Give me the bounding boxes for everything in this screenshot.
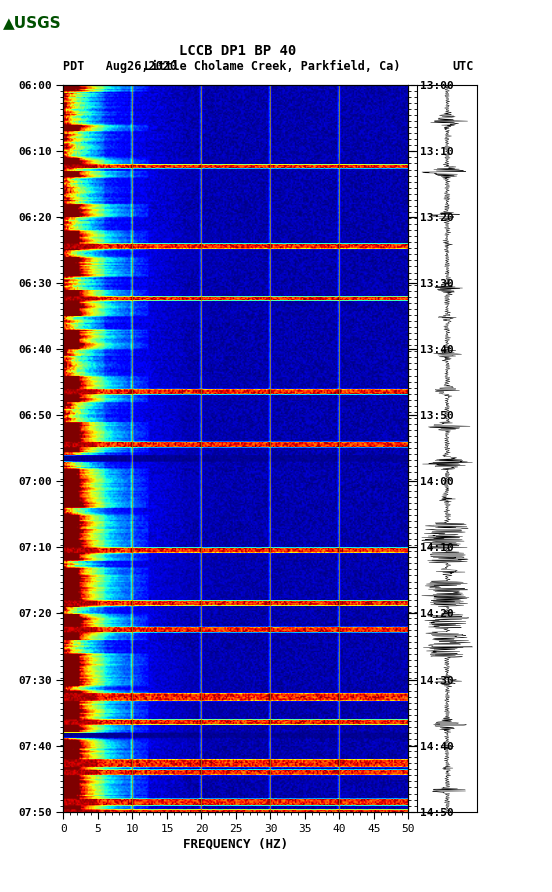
Text: ▲USGS: ▲USGS xyxy=(3,15,61,29)
Text: PDT   Aug26,2020: PDT Aug26,2020 xyxy=(63,60,178,73)
Text: LCCB DP1 BP 40: LCCB DP1 BP 40 xyxy=(179,44,296,58)
X-axis label: FREQUENCY (HZ): FREQUENCY (HZ) xyxy=(183,838,289,851)
Text: Little Cholame Creek, Parkfield, Ca): Little Cholame Creek, Parkfield, Ca) xyxy=(144,60,400,73)
Text: UTC: UTC xyxy=(453,60,474,73)
